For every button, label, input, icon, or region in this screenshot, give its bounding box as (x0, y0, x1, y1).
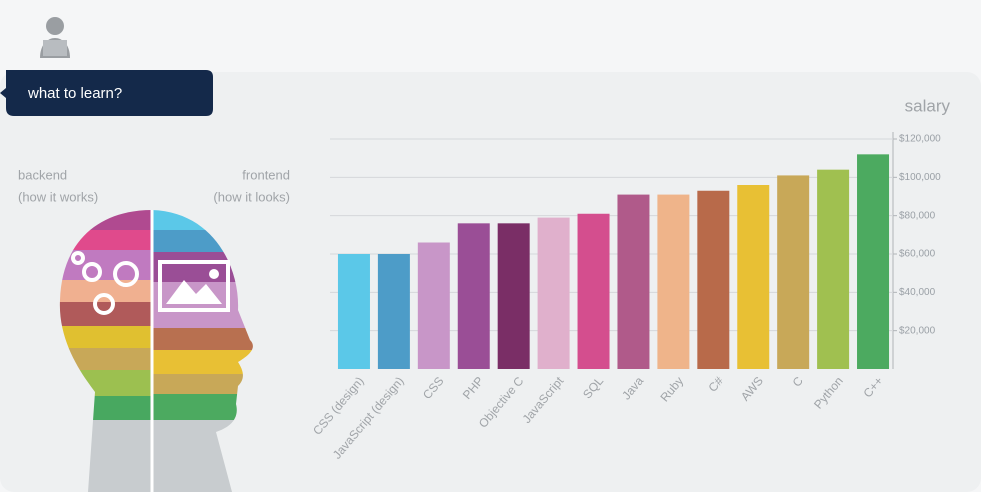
person-icon (40, 17, 70, 58)
gears (71, 251, 139, 315)
bar (337, 254, 370, 369)
y-tick-label: $40,000 (899, 287, 936, 298)
bar (697, 190, 730, 369)
y-tick-label: $80,000 (899, 210, 936, 221)
y-tick-label: $60,000 (899, 249, 936, 260)
backend-note: (how it works) (18, 189, 98, 204)
y-tick-label: $100,000 (899, 172, 941, 183)
bar (777, 175, 810, 369)
title-box (0, 70, 213, 116)
y-axis-label: salary (905, 96, 951, 115)
y-tick-label: $20,000 (899, 325, 936, 336)
bar (737, 185, 770, 369)
bar (457, 223, 490, 369)
bar (497, 223, 530, 369)
y-tick-label: $120,000 (899, 134, 941, 145)
bar (617, 194, 650, 369)
bar (657, 194, 690, 369)
backend-label: backend (18, 167, 67, 182)
bar (377, 254, 410, 369)
bar (417, 242, 450, 369)
frontend-label: frontend (242, 167, 290, 182)
bar (537, 217, 570, 369)
bar (577, 213, 610, 369)
title: what to learn? (27, 85, 122, 102)
bar (857, 154, 890, 369)
picture-icon (158, 260, 230, 312)
frontend-note: (how it looks) (213, 189, 290, 204)
bar (817, 169, 850, 369)
